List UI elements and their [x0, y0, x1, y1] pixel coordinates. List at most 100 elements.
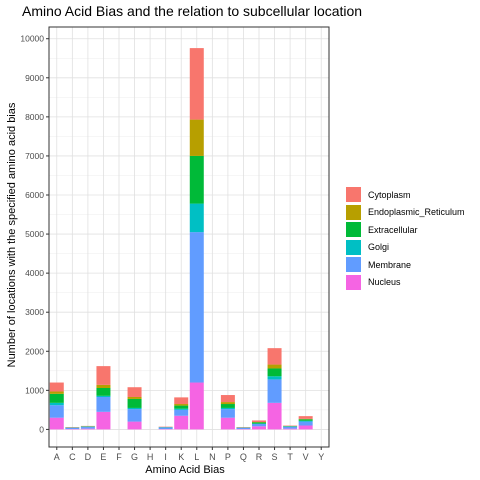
- bar-segment-cytoplasm-a: [49, 382, 64, 392]
- x-tick-label: N: [209, 452, 216, 462]
- bar-segment-golgi-e: [96, 395, 111, 397]
- bar-segment-nucleus-s: [267, 402, 282, 430]
- bar-segment-extracellular-g: [127, 398, 142, 408]
- bar-segment-golgi-k: [174, 408, 189, 410]
- bar-segment-nucleus-v: [298, 425, 313, 430]
- x-tick-label: G: [131, 452, 138, 462]
- panel-border: [48, 26, 330, 448]
- legend-item: Endoplasmic_Reticulum: [346, 204, 465, 222]
- x-tick-label: S: [272, 452, 278, 462]
- x-tick-label: C: [69, 452, 76, 462]
- legend-label: Nucleus: [368, 277, 401, 288]
- bar-segment-nucleus-t: [283, 428, 298, 430]
- legend-swatch: [346, 274, 361, 290]
- y-tick-label: 2000: [25, 346, 44, 356]
- y-tick-label: 6000: [25, 190, 44, 200]
- bar-segment-golgi-v: [298, 420, 313, 422]
- grid-layer: [49, 27, 329, 447]
- legend-label: Membrane: [368, 259, 412, 270]
- bar-segment-endoplasmic_reticulum-a: [49, 391, 64, 394]
- bar-segment-nucleus-g: [127, 421, 142, 430]
- bar-segment-golgi-s: [267, 376, 282, 380]
- bar-segment-membrane-k: [174, 409, 189, 416]
- legend-item: Nucleus: [346, 274, 465, 292]
- legend-label: Extracellular: [368, 224, 418, 235]
- y-tick-label: 5000: [25, 229, 44, 239]
- bar-segment-nucleus-r: [252, 426, 266, 430]
- x-axis-title: Amino Acid Bias: [145, 464, 225, 476]
- y-tick-label: 8000: [25, 112, 44, 122]
- legend-swatch: [346, 204, 361, 220]
- bar-segment-extracellular-r: [252, 422, 266, 424]
- bar-segment-nucleus-e: [96, 411, 111, 430]
- bar-segment-golgi-g: [127, 407, 142, 410]
- x-tick-label: A: [54, 452, 60, 462]
- y-tick-label: 9000: [25, 73, 44, 83]
- bar-segment-nucleus-l: [189, 382, 204, 430]
- legend-swatch: [346, 257, 361, 273]
- bar-segment-golgi-a: [49, 402, 64, 406]
- bar-segment-extracellular-e: [96, 388, 111, 396]
- bar-segment-membrane-l: [189, 232, 204, 383]
- bar-segment-endoplasmic_reticulum-g: [127, 396, 142, 399]
- legend-item: Extracellular: [346, 221, 465, 239]
- bar-segment-membrane-i: [158, 427, 173, 430]
- y-tick-label: 1000: [25, 385, 44, 395]
- x-tick-label: H: [147, 452, 154, 462]
- bar-segment-membrane-d: [80, 427, 95, 429]
- bar-segment-cytoplasm-v: [298, 416, 313, 419]
- bar-segment-membrane-p: [220, 409, 235, 418]
- bar-segment-extracellular-l: [189, 155, 204, 204]
- y-tick-label: 10000: [20, 34, 44, 44]
- bar-segment-cytoplasm-g: [127, 387, 142, 397]
- x-tick-label: V: [303, 452, 309, 462]
- bar-segment-nucleus-a: [49, 417, 64, 430]
- bar-segment-extracellular-v: [298, 419, 313, 421]
- bar-segment-membrane-c: [65, 427, 80, 430]
- axes-layer: 0 1000 2000 3000 4000 5000 6000 7000 8000 9000 100…: [20, 26, 330, 462]
- bar-segment-cytoplasm-e: [96, 366, 111, 385]
- y-axis-title: Number of locations with the specified a…: [6, 102, 18, 367]
- bar-segment-endoplasmic_reticulum-k: [174, 404, 189, 406]
- legend-swatch: [346, 239, 361, 255]
- x-tick-label: T: [287, 452, 293, 462]
- bar-segment-membrane-v: [298, 421, 313, 426]
- bar-segment-extracellular-a: [49, 393, 64, 403]
- x-tick-label: L: [194, 452, 199, 462]
- bar-segment-endoplasmic_reticulum-e: [96, 384, 111, 389]
- y-tick-label: 3000: [25, 307, 44, 317]
- bar-segment-membrane-t: [283, 426, 298, 429]
- bar-segment-membrane-g: [127, 409, 142, 422]
- bar-segment-membrane-r: [252, 423, 266, 427]
- legend-swatch: [346, 222, 361, 238]
- plot-panel: [49, 27, 329, 447]
- bars-layer: [49, 48, 313, 430]
- bar-segment-nucleus-d: [80, 428, 95, 430]
- bar-segment-cytoplasm-l: [189, 48, 204, 120]
- bar-segment-nucleus-k: [174, 415, 189, 430]
- x-tick-label: K: [178, 452, 184, 462]
- bar-segment-golgi-p: [220, 407, 235, 410]
- bar-segment-extracellular-p: [220, 404, 235, 408]
- bar-segment-endoplasmic_reticulum-s: [267, 364, 282, 369]
- legend-item: Cytoplasm: [346, 186, 465, 204]
- bar-segment-cytoplasm-k: [174, 397, 189, 405]
- bar-segment-golgi-l: [189, 203, 204, 233]
- bar-segment-cytoplasm-r: [252, 420, 266, 422]
- bar-segment-membrane-a: [49, 405, 64, 418]
- legend-item: Golgi: [346, 239, 465, 257]
- legend-label: Golgi: [368, 242, 390, 253]
- bar-segment-extracellular-k: [174, 405, 189, 409]
- x-tick-label: E: [100, 452, 106, 462]
- y-tick-label: 4000: [25, 268, 44, 278]
- chart-title: Amino Acid Bias and the relation to subc…: [22, 3, 363, 19]
- x-tick-label: I: [164, 452, 167, 462]
- y-tick-label: 0: [39, 424, 44, 434]
- x-tick-label: D: [85, 452, 92, 462]
- bar-segment-membrane-e: [96, 396, 111, 412]
- bar-segment-cytoplasm-p: [220, 395, 235, 403]
- x-tick-label: F: [116, 452, 122, 462]
- y-tick-label: 7000: [25, 151, 44, 161]
- legend-label: Endoplasmic_Reticulum: [368, 207, 465, 218]
